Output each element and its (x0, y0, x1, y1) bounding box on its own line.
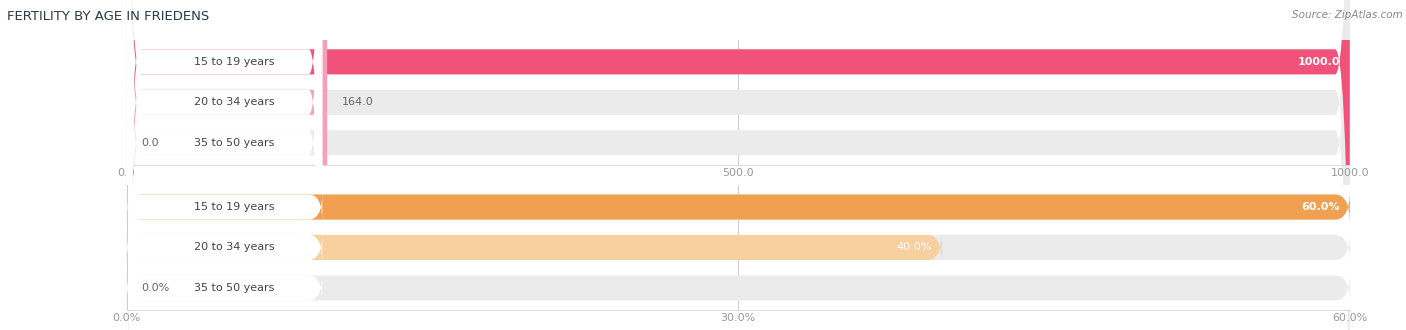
FancyBboxPatch shape (127, 0, 322, 330)
FancyBboxPatch shape (127, 0, 1350, 330)
FancyBboxPatch shape (127, 231, 1350, 264)
Text: 0.0%: 0.0% (141, 283, 170, 293)
Text: 1000.0: 1000.0 (1298, 57, 1340, 67)
Text: 15 to 19 years: 15 to 19 years (194, 202, 274, 212)
Text: 60.0%: 60.0% (1302, 202, 1340, 212)
FancyBboxPatch shape (127, 0, 328, 330)
FancyBboxPatch shape (127, 190, 1350, 224)
FancyBboxPatch shape (127, 0, 322, 330)
Text: 164.0: 164.0 (342, 97, 374, 107)
Text: 40.0%: 40.0% (897, 243, 932, 252)
FancyBboxPatch shape (127, 0, 322, 330)
Text: 35 to 50 years: 35 to 50 years (194, 138, 274, 148)
Text: FERTILITY BY AGE IN FRIEDENS: FERTILITY BY AGE IN FRIEDENS (7, 10, 209, 23)
Text: 15 to 19 years: 15 to 19 years (194, 57, 274, 67)
FancyBboxPatch shape (127, 0, 1350, 330)
FancyBboxPatch shape (127, 231, 942, 264)
FancyBboxPatch shape (127, 190, 1350, 224)
Text: 0.0: 0.0 (141, 138, 159, 148)
Text: 35 to 50 years: 35 to 50 years (194, 283, 274, 293)
Text: Source: ZipAtlas.com: Source: ZipAtlas.com (1292, 10, 1403, 20)
FancyBboxPatch shape (127, 274, 322, 302)
FancyBboxPatch shape (127, 0, 1350, 330)
FancyBboxPatch shape (127, 0, 1350, 330)
Text: 20 to 34 years: 20 to 34 years (194, 243, 274, 252)
FancyBboxPatch shape (127, 271, 1350, 305)
Text: 20 to 34 years: 20 to 34 years (194, 97, 274, 107)
FancyBboxPatch shape (127, 193, 322, 221)
FancyBboxPatch shape (127, 233, 322, 262)
